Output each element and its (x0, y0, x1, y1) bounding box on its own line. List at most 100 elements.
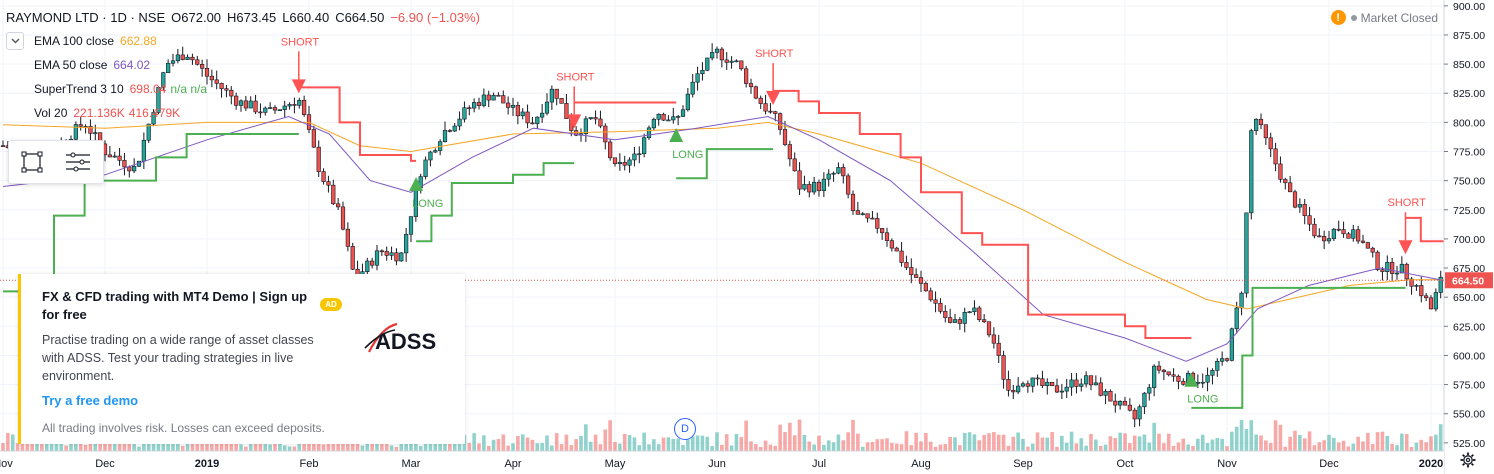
volume-bar (1089, 433, 1093, 451)
ad-banner[interactable]: FX & CFD trading with MT4 Demo | Sign up… (18, 274, 465, 444)
ohlc-low: L660.40 (282, 9, 330, 25)
indicator-ema50[interactable]: EMA 50 close 664.02 (6, 53, 486, 77)
candle-body (462, 107, 467, 120)
candle-body (967, 311, 972, 314)
volume-bar (1220, 438, 1224, 451)
ema-50-line (2, 115, 1452, 362)
candle-body (865, 213, 870, 219)
volume-bar (715, 432, 719, 451)
volume-bar (506, 445, 510, 451)
volume-bar (977, 440, 982, 451)
volume-bar (632, 437, 637, 451)
rectangle-select-button[interactable] (9, 141, 55, 183)
indicator-extra: n/a n/a (170, 82, 208, 96)
candle-body (1244, 212, 1249, 294)
volume-bar (1205, 443, 1210, 451)
object-tree-button[interactable] (55, 141, 101, 183)
candle-body (1147, 387, 1152, 394)
supertrend-segment (773, 89, 1192, 339)
indicator-volume[interactable]: Vol 20 221.136K 416.479K (6, 101, 486, 125)
symbol-header: RAYMOND LTD · 1D · NSE O672.00 H673.45 L… (6, 5, 486, 29)
candle-body (345, 228, 350, 247)
volume-bar (384, 443, 389, 451)
candle-body (802, 184, 807, 190)
price-tick-label: 750.00 (1453, 176, 1485, 188)
volume-bar (564, 434, 569, 451)
volume-bar (1317, 442, 1322, 451)
time-axis[interactable]: Nov Dec 2019 Feb Mar Apr May Jun Jul Aug Sep Oct Nov… (0, 450, 1444, 474)
candle-body (957, 319, 962, 324)
volume-bar (822, 444, 826, 451)
volume-bar (851, 419, 855, 451)
long-signal-arrow (669, 128, 684, 143)
volume-bar (1400, 433, 1404, 451)
dividend-marker[interactable]: D (674, 418, 696, 440)
indicator-ema100[interactable]: EMA 100 close 662.88 (6, 29, 486, 53)
volume-bar (1380, 431, 1385, 451)
ad-cta-link[interactable]: Try a free demo (42, 393, 139, 408)
candle-body (763, 103, 768, 112)
candle-body (1215, 361, 1220, 371)
candle-body (1263, 124, 1268, 139)
price-tick-label: 825.00 (1453, 88, 1485, 100)
volume-bar (1283, 446, 1288, 451)
volume-bar (185, 437, 190, 451)
volume-bar (54, 443, 59, 451)
candle-body (1365, 242, 1370, 249)
candle-body (904, 262, 909, 268)
volume-bar (1132, 435, 1137, 451)
indicator-extra: 416.479K (128, 106, 181, 120)
candle-body (909, 267, 914, 275)
candle-body (263, 107, 268, 113)
candle-body (884, 232, 890, 241)
indicator-supertrend[interactable]: SuperTrend 3 10 698.04 n/a n/a (6, 77, 486, 101)
volume-bar (1030, 443, 1035, 451)
collapse-legend-button[interactable] (6, 32, 24, 50)
candle-body (311, 129, 316, 148)
volume-bar (486, 445, 491, 451)
candle-body (180, 54, 185, 60)
symbol-name[interactable]: RAYMOND LTD · 1D · NSE (6, 9, 166, 25)
market-status[interactable]: ! Market Closed (1330, 10, 1438, 25)
drawing-toolbox (8, 140, 104, 184)
candle-body (166, 62, 171, 73)
volume-bar (467, 442, 472, 451)
gear-icon[interactable] (1460, 452, 1476, 468)
price-axis[interactable]: 525.00 550.00 575.00 600.00 625.00 650.00 675.… (1443, 0, 1494, 474)
volume-bar (297, 443, 302, 451)
volume-bar (1273, 420, 1278, 451)
candle-body (423, 159, 428, 177)
signal-label: LONG (412, 198, 443, 210)
candle-body (1127, 404, 1132, 411)
candle-body (700, 69, 705, 75)
volume-bar (958, 445, 962, 451)
volume-bar (516, 435, 520, 451)
rectangle-select-icon (21, 151, 43, 173)
volume-bar (783, 432, 787, 451)
warning-icon[interactable]: ! (1330, 10, 1346, 25)
short-signal-arrow (766, 91, 781, 106)
candle-body (506, 102, 511, 108)
volume-bar (98, 441, 102, 451)
ema-50-path (2, 115, 1452, 362)
supertrend-segment (1405, 216, 1452, 243)
candle-body (938, 302, 943, 312)
volume-bar (856, 433, 860, 451)
candle-body (496, 94, 501, 97)
candle-body (1059, 390, 1064, 393)
candle-body (1006, 379, 1011, 391)
candle-body (1288, 182, 1293, 193)
volume-bar (807, 441, 812, 451)
candle-body (1113, 400, 1118, 406)
volume-bar (360, 445, 365, 451)
candle-body (481, 94, 486, 106)
candle-body (612, 157, 618, 165)
signal-label: SHORT (281, 36, 320, 48)
volume-bar (122, 442, 127, 451)
volume-bar (627, 434, 632, 451)
candle-body (1220, 358, 1225, 362)
volume-bar (1045, 437, 1050, 451)
candle-body (1278, 163, 1283, 180)
volume-bar (652, 439, 656, 451)
ad-title[interactable]: FX & CFD trading with MT4 Demo | Sign up… (42, 289, 308, 322)
